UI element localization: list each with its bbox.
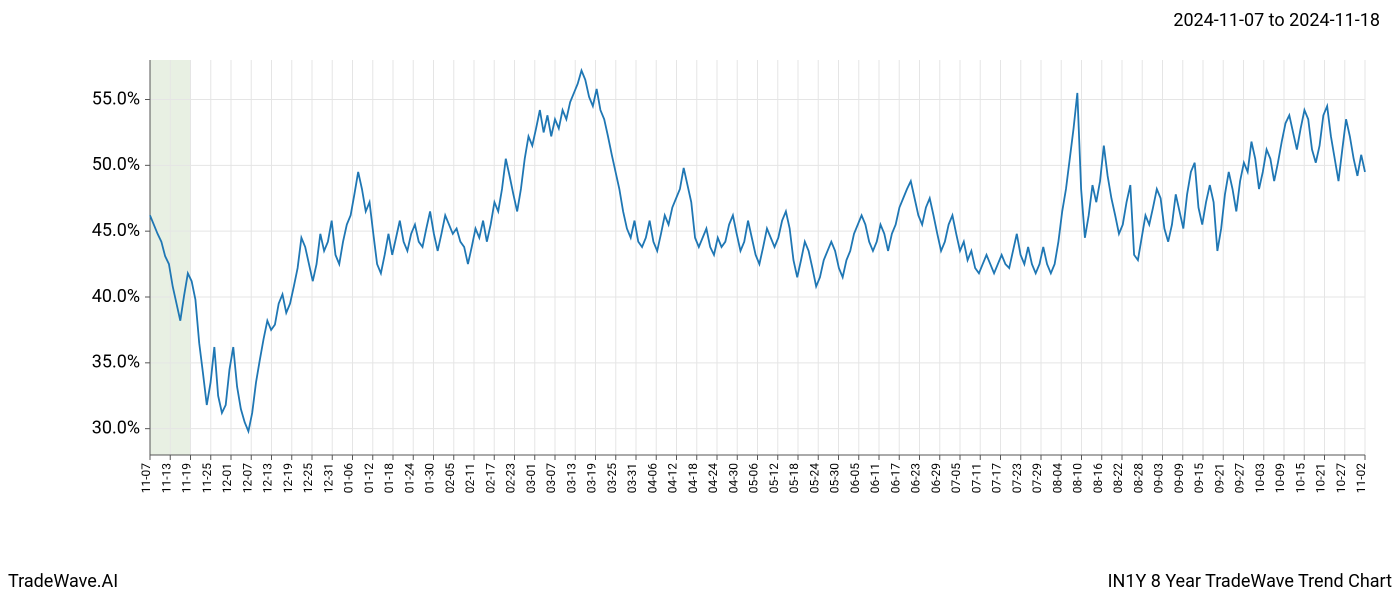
x-tick-label: 11-25 [200,463,214,494]
x-tick-label: 11-13 [159,463,173,493]
x-tick-label: 10-21 [1314,463,1328,493]
x-tick-label: 05-24 [807,463,821,494]
y-tick-label: 50.0% [92,154,140,175]
x-tick-label: 06-23 [909,463,923,493]
x-tick-label: 09-03 [1152,463,1166,493]
x-tick-label: 05-30 [828,463,842,494]
x-tick-label: 07-05 [949,463,963,494]
x-tick-label: 11-07 [139,463,153,494]
x-tick-label: 02-17 [483,463,497,494]
x-tick-label: 05-06 [747,463,761,494]
x-tick-label: 04-18 [686,463,700,494]
x-tick-label: 09-15 [1192,463,1206,494]
x-tick-label: 12-13 [261,463,275,493]
x-tick-label: 06-17 [888,463,902,494]
x-tick-label: 12-19 [281,463,295,493]
y-tick-label: 30.0% [92,417,140,438]
x-tick-label: 05-18 [787,463,801,494]
x-tick-label: 12-07 [240,463,254,494]
x-tick-label: 03-25 [605,463,619,494]
x-tick-label: 04-12 [666,463,680,494]
x-tick-label: 08-16 [1091,463,1105,494]
x-tick-label: 07-23 [1010,463,1024,493]
x-tick-label: 06-05 [848,463,862,494]
x-tick-label: 10-09 [1273,463,1287,493]
x-tick-label: 01-12 [362,463,376,494]
x-tick-label: 08-10 [1071,463,1085,494]
x-tick-label: 12-01 [220,463,234,493]
x-tick-label: 03-31 [625,463,639,493]
x-tick-label: 12-31 [321,463,335,493]
x-tick-label: 09-27 [1233,463,1247,494]
y-tick-label: 40.0% [92,286,140,307]
x-tick-label: 02-11 [463,463,477,493]
date-range-label: 2024-11-07 to 2024-11-18 [1173,10,1380,31]
x-tick-label: 01-18 [382,463,396,494]
x-tick-label: 07-29 [1030,463,1044,493]
y-tick-label: 55.0% [92,88,140,109]
x-tick-label: 09-21 [1212,463,1226,493]
x-tick-label: 10-03 [1253,463,1267,493]
x-tick-label: 05-12 [767,463,781,494]
x-tick-label: 11-02 [1354,463,1368,494]
x-tick-label: 12-25 [301,463,315,494]
x-tick-label: 03-19 [585,463,599,493]
x-tick-label: 02-23 [504,463,518,493]
x-tick-label: 08-04 [1050,463,1064,494]
x-tick-label: 03-07 [544,463,558,494]
x-tick-label: 02-05 [443,463,457,494]
x-tick-label: 11-19 [180,463,194,493]
x-tick-label: 01-24 [402,463,416,494]
x-tick-label: 03-13 [564,463,578,493]
footer-brand: TradeWave.AI [8,571,118,592]
x-tick-label: 04-30 [726,463,740,494]
x-tick-label: 07-11 [969,463,983,493]
x-tick-label: 01-30 [423,463,437,494]
x-tick-label: 03-01 [524,463,538,493]
x-tick-label: 09-09 [1172,463,1186,493]
chart-title: IN1Y 8 Year TradeWave Trend Chart [1108,571,1392,592]
x-tick-label: 10-27 [1334,463,1348,494]
x-tick-label: 04-24 [706,463,720,494]
y-tick-label: 45.0% [92,220,140,241]
x-tick-label: 04-06 [645,463,659,494]
x-tick-label: 08-22 [1111,463,1125,494]
line-chart: 30.0% 35.0% 40.0% 45.0% 50.0% 55.0% 11-07 11-13… [75,45,1375,525]
x-tick-label: 08-28 [1131,463,1145,494]
chart-container: 30.0% 35.0% 40.0% 45.0% 50.0% 55.0% 11-07 11-13… [75,45,1375,525]
x-tick-label: 07-17 [990,463,1004,494]
x-tick-label: 01-06 [342,463,356,494]
x-tick-label: 06-29 [929,463,943,493]
x-tick-label: 06-11 [868,463,882,493]
x-tick-label: 10-15 [1293,463,1307,494]
y-tick-label: 35.0% [92,352,140,373]
